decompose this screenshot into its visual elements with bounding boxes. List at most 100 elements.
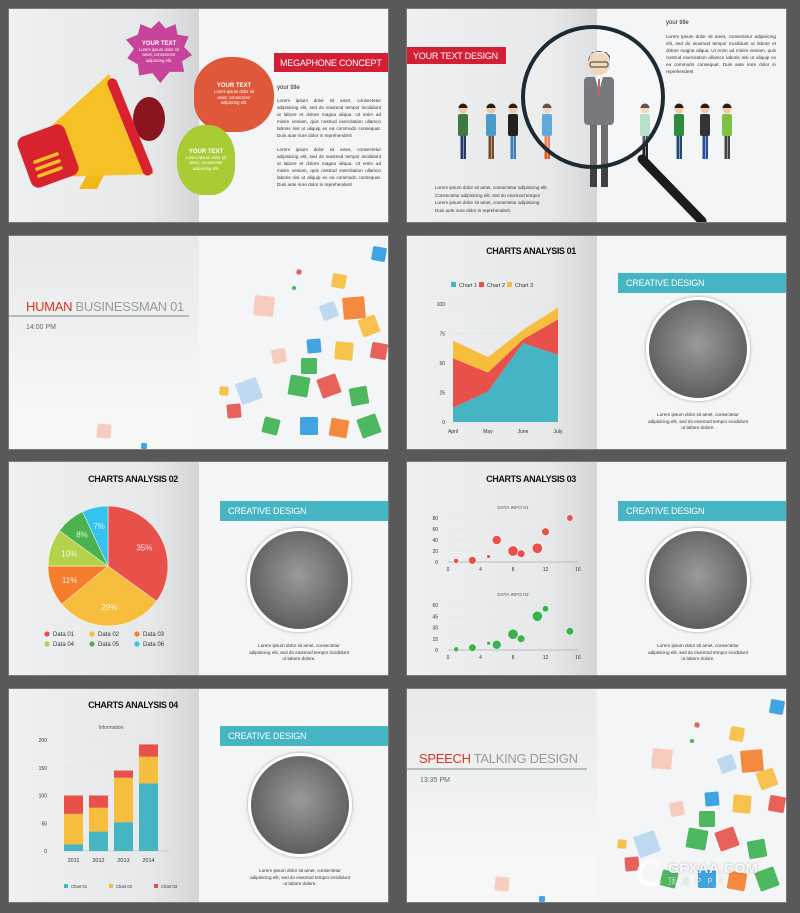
x-tick-label: 12 [543,567,549,573]
bar-segment [64,813,83,845]
slide-megaphone-concept[interactable]: YOUR TEXT Lorem ipsum dolor sit amet, co… [8,8,389,223]
cube [633,830,661,858]
cubes-decoration [96,246,388,449]
megaphone-icon [17,74,165,189]
slide-title-banner: MEGAPHONE CONCEPT [274,53,388,72]
bar-segment [89,807,108,832]
slide-charts-analysis-01[interactable]: CHARTS ANALYSIS 01 CREATIVE DESIGN Lorem… [406,235,787,450]
time-label: 13:35 PM [420,777,450,784]
leg [460,134,463,159]
cube [624,856,640,872]
person-figure [722,103,732,159]
cube [296,269,302,275]
leg [676,134,679,159]
slide-left-panel [407,462,597,675]
scatter-point [468,556,477,565]
creative-design-banner: CREATIVE DESIGN [618,273,786,293]
legend-label: Data 03 [143,632,165,638]
cube [767,794,786,814]
person-figure [508,103,518,159]
y-tick-label: 45 [432,614,438,620]
legend-label: Chart 03 [161,884,178,889]
torso [542,114,552,136]
scatter-title: DATA INFO 02 [497,592,529,598]
title-accent: HUMAN [26,299,73,314]
x-tick-label: 12 [543,655,549,661]
scatter-point [541,605,550,613]
pie-slice [82,505,109,567]
bullet-item: Lorem ipsum dolor sit amet, consectetur … [435,200,540,205]
hair [674,103,684,108]
bubble-heading: YOUR TEXT [141,40,177,47]
x-tick-label: 2014 [142,858,154,864]
x-tick-label: 0 [447,655,450,661]
slide-speech-talking-design[interactable]: SPEECH TALKING DESIGN 13:35 PM GFXAA.COM… [406,688,787,903]
cube [219,386,229,396]
legend-label: Data 02 [98,632,120,638]
slide-title: CHARTS ANALYSIS 04 [88,700,178,710]
legend-label: Data 06 [143,642,165,648]
leg [724,134,727,159]
bubble-text: Lorem ipsum dolor sit amet, consectetur … [138,46,180,63]
people-illustration [458,51,732,187]
slide-charts-analysis-03[interactable]: CHARTS ANALYSIS 03 CREATIVE DESIGN Lorem… [406,461,787,676]
leg [679,134,682,159]
creative-design-banner: CREATIVE DESIGN [618,501,786,521]
portrait-photo [247,528,351,632]
torso [640,114,650,136]
legend-label: Chart 02 [116,884,133,889]
cube [732,794,752,814]
person-figure [542,103,552,159]
slide-charts-analysis-04[interactable]: CHARTS ANALYSIS 04 CREATIVE DESIGN Lorem… [8,688,389,903]
cube [769,699,785,715]
y-tick-label: 80 [432,516,438,522]
slide-human-businessman[interactable]: HUMAN BUSINESSMAN 01 14:00 PM [8,235,389,450]
cube [714,826,740,852]
leg [645,134,648,159]
stacked-bar-chart: Information 0 50 100 150 200 2011 2012 2013 2014 C… [39,725,178,889]
slide-your-text-design[interactable]: YOUR TEXT DESIGN your title Lorem ipsum … [406,8,787,223]
area-series [453,319,558,408]
cube [226,403,242,419]
bar-segment [139,756,158,784]
person-figure [486,103,496,159]
y-tick-label: 15 [432,637,438,643]
y-tick-label: 75 [439,332,445,338]
slide-charts-analysis-02[interactable]: CHARTS ANALYSIS 02 CREATIVE DESIGN Lorem… [8,461,389,676]
photo-caption: Lorem ipsum dolor sit amet, consectetur … [648,643,748,661]
leg [705,134,708,159]
cube [369,341,388,361]
cube [356,413,382,439]
y-tick-label: 20 [432,549,438,555]
slide-title: CHARTS ANALYSIS 01 [486,246,576,256]
watermark-logo: GFXAA.COM 顶尖PPT [637,859,758,887]
torso [508,114,518,136]
title-rest: BUSINESSMAN 01 [72,299,184,314]
bubble-text: Lorem ipsum dolor sit amet, consectetur … [213,89,255,106]
hair [508,103,518,108]
slide-left-panel [407,689,597,902]
slice-label: 10% [61,549,77,558]
body-paragraph: Lorem ipsum dolor sit amet, consectetur … [277,98,381,139]
cube [261,416,281,436]
cube [328,417,350,439]
scatter-point [565,627,575,636]
cube [694,722,700,728]
scatter-point [531,542,543,554]
y-tick-label: 100 [39,794,48,800]
y-tick-label: 25 [439,391,445,397]
legend-swatch [109,884,113,888]
scatter-point [453,558,460,564]
cube [494,876,510,892]
area-series [453,342,558,422]
bar-segment [139,783,158,851]
scatter-point [516,634,526,643]
creative-design-banner: CREATIVE DESIGN [220,501,388,521]
slide-title: CHARTS ANALYSIS 03 [486,474,576,484]
slide-left-panel [407,9,597,222]
scatter-point [468,643,477,652]
person-figure [674,103,684,159]
pie-chart: 35% 29% 11% 10% 8% 7% Data 01 Data 02 Data 03 Dat… [44,505,169,648]
y-tick-label: 60 [432,527,438,533]
